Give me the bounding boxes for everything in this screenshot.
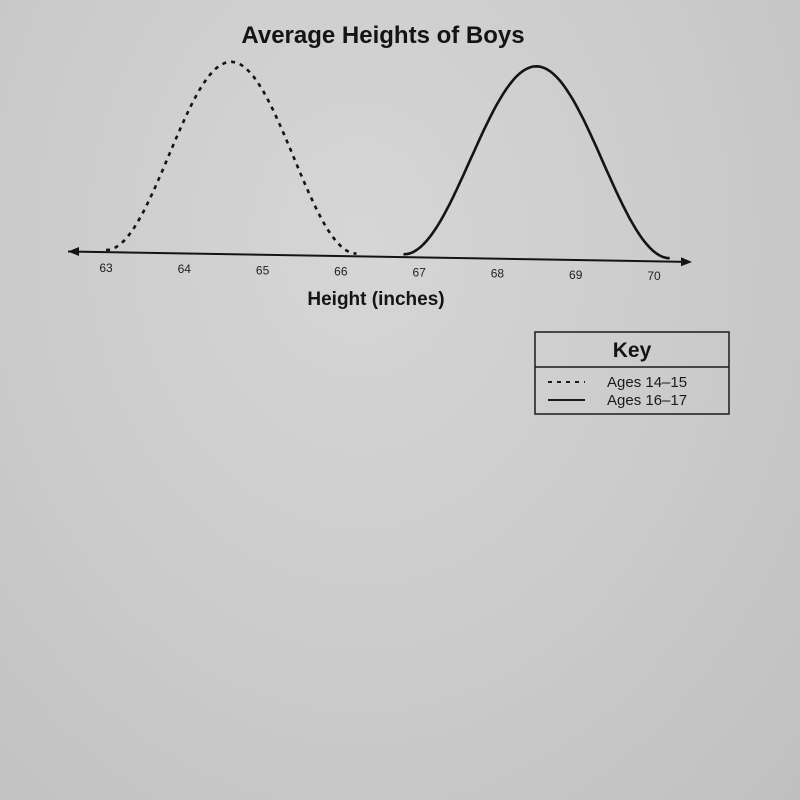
series-curve-ages-14-15 (105, 60, 357, 255)
x-tick-label: 66 (334, 264, 348, 278)
x-tick-label: 67 (412, 266, 426, 280)
legend-entry-ages-14-15: Ages 14–15 (607, 374, 687, 391)
legend-entry-ages-16-17: Ages 16–17 (607, 392, 687, 409)
x-tick-label: 69 (569, 268, 583, 282)
legend-box (534, 331, 730, 415)
chart-title: Average Heights of Boys (241, 22, 524, 49)
series-curve-ages-16-17 (403, 65, 670, 260)
x-tick-label: 64 (178, 262, 192, 276)
series-curves (105, 60, 670, 260)
x-tick-labels: 63 64 65 66 67 68 69 70 (99, 261, 661, 283)
x-tick-label: 70 (647, 269, 661, 283)
x-tick-label: 68 (491, 267, 505, 281)
x-axis-arrow-right (681, 257, 692, 267)
x-axis-line (67, 250, 687, 263)
legend-title: Key (613, 339, 652, 362)
x-tick-label: 65 (256, 263, 270, 277)
x-axis (67, 247, 692, 267)
x-axis-label: Height (inches) (307, 289, 444, 310)
x-axis-arrow-left (68, 247, 79, 256)
x-tick-label: 63 (99, 261, 113, 275)
legend: Key Ages 14–15 Ages 16–17 (534, 331, 730, 415)
